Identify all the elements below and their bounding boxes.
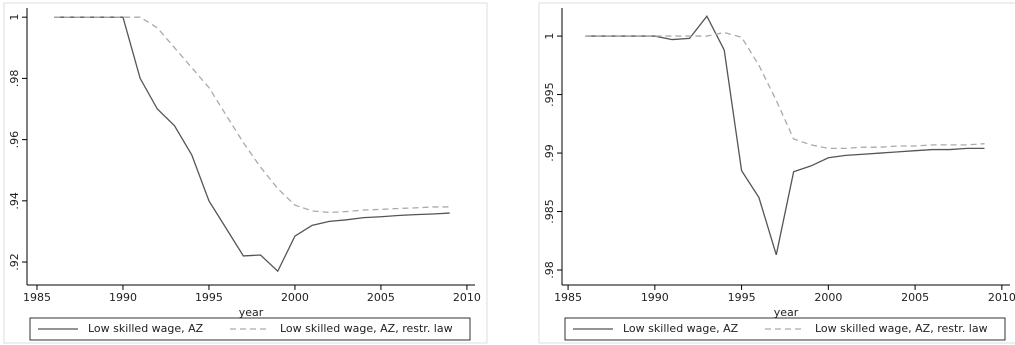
x-tick-label: 2005 (367, 291, 395, 304)
legend-label: Low skilled wage, AZ (88, 322, 204, 335)
x-tick-label: 1995 (195, 291, 223, 304)
x-axis-label: year (774, 306, 799, 319)
y-tick-label: 1 (543, 33, 556, 40)
x-tick-label: 1990 (641, 291, 669, 304)
legend-label: Low skilled wage, AZ, restr. law (280, 322, 453, 335)
legend-box (29, 317, 471, 341)
x-tick-label: 1985 (554, 291, 582, 304)
x-axis-label: year (239, 306, 264, 319)
legend-label: Low skilled wage, AZ, restr. law (815, 322, 988, 335)
x-tick-label: 2005 (901, 291, 929, 304)
panel-frame (538, 2, 1015, 344)
legend-label: Low skilled wage, AZ (623, 322, 739, 335)
x-tick-label: 2010 (453, 291, 481, 304)
y-tick-label: .985 (543, 199, 556, 224)
x-tick-label: 1985 (23, 291, 51, 304)
y-tick-label: .995 (543, 82, 556, 107)
panel-frame (3, 2, 488, 344)
x-tick-label: 1995 (728, 291, 756, 304)
series-line (585, 14, 985, 256)
y-tick-label: .92 (8, 253, 21, 271)
x-tick-label: 1990 (109, 291, 137, 304)
y-tick-label: .98 (8, 70, 21, 88)
legend-box (564, 317, 1006, 341)
y-tick-label: 1 (8, 14, 21, 21)
y-tick-label: .94 (8, 192, 21, 210)
y-tick-label: .98 (543, 261, 556, 279)
y-tick-label: .96 (8, 131, 21, 149)
y-tick-label: .99 (543, 144, 556, 162)
series-line (54, 16, 450, 214)
series-line (54, 16, 450, 273)
x-tick-label: 2000 (281, 291, 309, 304)
series-line (585, 31, 985, 150)
x-tick-label: 2000 (814, 291, 842, 304)
x-tick-label: 2010 (988, 291, 1015, 304)
